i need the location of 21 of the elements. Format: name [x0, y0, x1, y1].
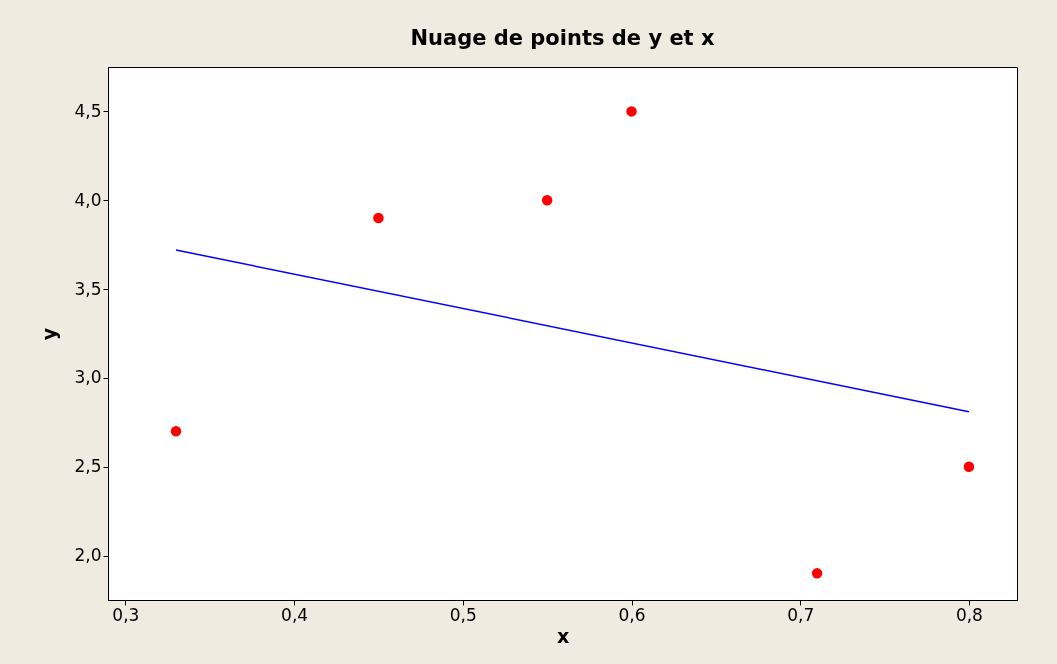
- point: [811, 568, 823, 579]
- point: [541, 195, 553, 206]
- point: [373, 212, 384, 224]
- x-tick-label: 0,8: [955, 604, 983, 625]
- x-axis-title: x: [556, 624, 570, 647]
- y-tick-label: 2,5: [74, 456, 102, 477]
- x-tick-label: 0,3: [112, 604, 140, 625]
- y-tick-label: 4,5: [74, 100, 102, 121]
- y-tick-label: 2,0: [74, 545, 102, 566]
- point: [963, 461, 975, 472]
- point: [170, 425, 182, 437]
- y-axis-title: y: [38, 327, 61, 341]
- point: [626, 106, 637, 117]
- x-tick-label: 0,4: [281, 604, 309, 625]
- chart-title: Nuage de points de y et x: [410, 26, 715, 50]
- x-tick-label: 0,5: [449, 604, 477, 625]
- y-tick-label: 4,0: [74, 189, 102, 210]
- y-tick-label: 3,5: [74, 278, 102, 299]
- x-tick-label: 0,6: [618, 604, 646, 625]
- y-tick-label: 3,0: [74, 367, 102, 388]
- x-tick-label: 0,7: [787, 604, 815, 625]
